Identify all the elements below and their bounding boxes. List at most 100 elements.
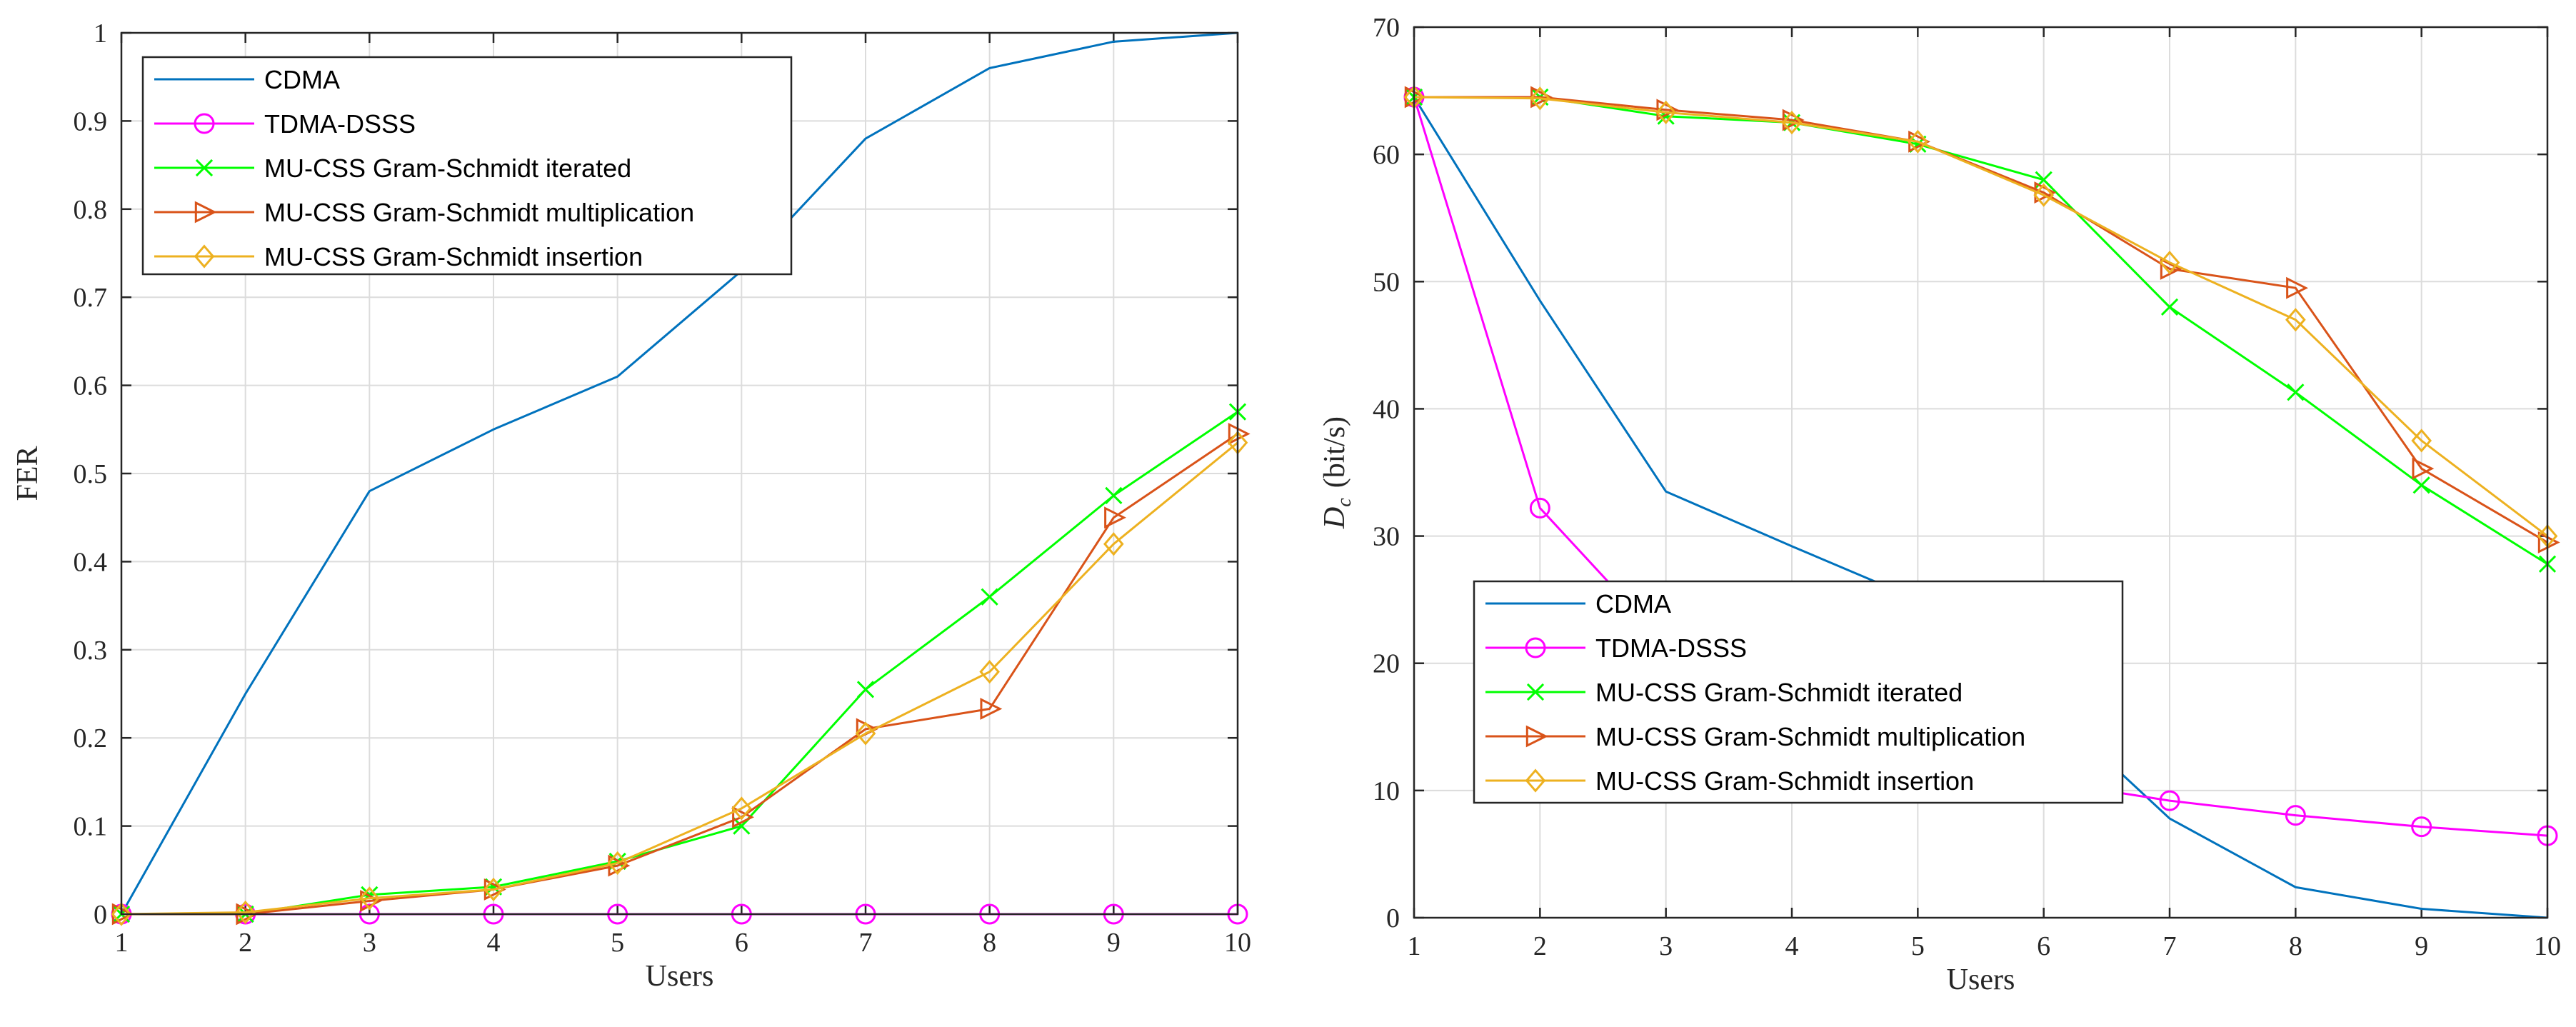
throughput-y-tick-label: 70: [1373, 13, 1400, 43]
throughput-data-point-mu-css-gram-schmidt-multiplication: [1782, 109, 1805, 131]
throughput-legend-marker-mu-css-gram-schmidt-multiplication: [1525, 725, 1548, 748]
throughput-data-point-mu-css-gram-schmidt-insertion: [1529, 86, 1550, 111]
throughput-data-point-tdma-dsss: [1529, 497, 1550, 518]
fer-series-line-mu-css-gram-schmidt-multiplication: [121, 433, 1238, 916]
throughput-data-point-mu-css-gram-schmidt-multiplication: [2286, 276, 2308, 299]
throughput-data-point-mu-css-gram-schmidt-iterated: [2412, 476, 2430, 494]
throughput-data-point-tdma-dsss: [2411, 816, 2432, 838]
fer-data-point-mu-css-gram-schmidt-insertion: [111, 902, 132, 926]
throughput-y-axis-label: Dc (bit/s): [1318, 416, 1355, 529]
throughput-legend-label-mu-css-gram-schmidt-multiplication: MU-CSS Gram-Schmidt multiplication: [1595, 722, 2025, 751]
fer-x-tick-label: 5: [611, 928, 624, 958]
throughput-legend-label-mu-css-gram-schmidt-iterated: MU-CSS Gram-Schmidt iterated: [1595, 678, 1963, 707]
throughput-axes-frame: [1413, 26, 2549, 919]
fer-y-tick-label: 0.3: [74, 636, 108, 666]
fer-legend-label-mu-css-gram-schmidt-iterated: MU-CSS Gram-Schmidt iterated: [264, 154, 631, 183]
fer-y-tick-label: 1: [94, 19, 107, 49]
fer-legend-label-tdma-dsss: TDMA-DSSS: [264, 109, 416, 139]
throughput-y-axis-label-subscript: c: [1333, 498, 1355, 507]
fer-x-tick-label: 9: [1107, 928, 1121, 958]
fer-legend-marker-tdma-dsss: [194, 113, 215, 134]
throughput-x-tick-label: 5: [1911, 931, 1925, 961]
fer-y-tick-label: 0.2: [74, 723, 108, 753]
throughput-legend-label-tdma-dsss: TDMA-DSSS: [1595, 633, 1747, 663]
throughput-series-line-mu-css-gram-schmidt-insertion: [1413, 96, 2548, 537]
fer-x-tick-label: 10: [1224, 928, 1251, 958]
fer-legend-label-cdma: CDMA: [264, 65, 340, 94]
fer-legend-marker-mu-css-gram-schmidt-multiplication: [194, 201, 217, 224]
throughput-data-point-mu-css-gram-schmidt-multiplication: [1656, 99, 1679, 121]
fer-data-point-mu-css-gram-schmidt-insertion: [855, 721, 876, 746]
throughput-x-tick-label: 6: [2037, 931, 2050, 961]
fer-legend-marker-mu-css-gram-schmidt-insertion: [194, 244, 215, 269]
fer-data-point-mu-css-gram-schmidt-multiplication: [732, 806, 754, 828]
throughput-y-tick-label: 50: [1373, 267, 1400, 297]
fer-y-tick-label: 0.9: [74, 106, 108, 136]
fer-x-tick-label: 1: [115, 928, 129, 958]
throughput-x-tick-label: 2: [1533, 931, 1547, 961]
throughput-legend-marker-mu-css-gram-schmidt-iterated: [1526, 683, 1545, 701]
fer-y-tick-label: 0.5: [74, 459, 108, 489]
fer-y-tick-label: 0: [94, 900, 107, 930]
throughput-legend-marker-mu-css-gram-schmidt-insertion: [1525, 768, 1546, 793]
fer-data-point-mu-css-gram-schmidt-insertion: [731, 796, 752, 821]
throughput-y-tick-label: 60: [1373, 140, 1400, 170]
throughput-y-tick-label: 20: [1373, 649, 1400, 679]
fer-x-tick-label: 8: [983, 928, 996, 958]
throughput-x-tick-label: 4: [1785, 931, 1799, 961]
throughput-legend-marker-tdma-dsss: [1525, 637, 1546, 658]
fer-y-tick-label: 0.7: [74, 283, 108, 313]
fer-legend-label-mu-css-gram-schmidt-insertion: MU-CSS Gram-Schmidt insertion: [264, 242, 643, 271]
fer-data-point-mu-css-gram-schmidt-iterated: [856, 681, 875, 698]
throughput-y-tick-label: 30: [1373, 522, 1400, 552]
fer-y-tick-label: 0.4: [74, 547, 108, 577]
throughput-y-tick-label: 40: [1373, 394, 1400, 424]
fer-x-tick-label: 6: [735, 928, 748, 958]
fer-series-line-mu-css-gram-schmidt-iterated: [121, 411, 1238, 916]
throughput-data-point-mu-css-gram-schmidt-multiplication: [2412, 457, 2435, 480]
throughput-x-axis-label: Users: [1947, 963, 2015, 996]
throughput-y-tick-label: 0: [1386, 903, 1400, 933]
throughput-chart: 1 2 3 4 5 6 7 8 9 10 0 10 20 30 40 50 60 70 Users Dc (bit/s)…: [1318, 13, 2561, 996]
fer-chart: 1 2 3 4 5 6 7 8 9 10 0 0.1 0.2 0.3 0.4 0.5 0.6 0.7 0.8 0.9 1…: [11, 19, 1251, 993]
throughput-data-point-mu-css-gram-schmidt-insertion: [2033, 183, 2055, 207]
fer-data-point-mu-css-gram-schmidt-insertion: [359, 886, 380, 911]
throughput-legend: CDMA TDMA-DSSS MU-CSS Gram-Schmidt iterate…: [1473, 580, 2124, 804]
fer-data-point-mu-css-gram-schmidt-multiplication: [360, 890, 382, 912]
fer-data-point-mu-css-gram-schmidt-insertion: [979, 660, 1001, 684]
fer-x-tick-label: 7: [859, 928, 873, 958]
throughput-data-point-mu-css-gram-schmidt-iterated: [2287, 384, 2305, 401]
fer-y-tick-label: 0.1: [74, 812, 108, 842]
fer-y-axis-label: FER: [11, 446, 44, 501]
throughput-y-axis-label-symbol: D: [1318, 507, 1351, 529]
throughput-data-point-mu-css-gram-schmidt-insertion: [1781, 111, 1803, 135]
throughput-series-line-mu-css-gram-schmidt-iterated: [1414, 96, 2548, 566]
fer-y-tick-label: 0.6: [74, 371, 108, 401]
fer-data-point-mu-css-gram-schmidt-insertion: [235, 900, 256, 925]
throughput-data-point-mu-css-gram-schmidt-insertion: [2159, 250, 2180, 275]
throughput-y-axis-label-unit: (bit/s): [1318, 416, 1351, 488]
fer-legend-box: [141, 56, 793, 276]
throughput-x-tick-label: 3: [1659, 931, 1673, 961]
fer-legend: CDMA TDMA-DSSS MU-CSS Gram-Schmidt iterate…: [141, 56, 793, 276]
fer-data-point-mu-css-gram-schmidt-iterated: [1105, 486, 1123, 504]
throughput-data-point-mu-css-gram-schmidt-insertion: [2411, 429, 2432, 453]
fer-series-line-mu-css-gram-schmidt-insertion: [121, 441, 1238, 916]
throughput-data-point-mu-css-gram-schmidt-iterated: [2160, 298, 2179, 316]
throughput-x-tick-label: 8: [2289, 931, 2302, 961]
fer-data-point-mu-css-gram-schmidt-iterated: [981, 588, 998, 606]
fer-data-point-mu-css-gram-schmidt-multiplication: [980, 698, 1003, 720]
fer-data-point-mu-css-gram-schmidt-multiplication: [1104, 506, 1126, 529]
fer-x-tick-label: 2: [239, 928, 252, 958]
fer-legend-marker-mu-css-gram-schmidt-iterated: [195, 159, 214, 177]
fer-legend-label-mu-css-gram-schmidt-multiplication: MU-CSS Gram-Schmidt multiplication: [264, 198, 694, 227]
throughput-x-tick-label: 1: [1408, 931, 1421, 961]
throughput-data-point-tdma-dsss: [2285, 805, 2306, 826]
throughput-data-point-tdma-dsss: [2159, 790, 2180, 811]
fer-x-tick-label: 4: [487, 928, 501, 958]
throughput-x-tick-label: 9: [2415, 931, 2428, 961]
throughput-data-point-mu-css-gram-schmidt-insertion: [1655, 100, 1677, 124]
fer-data-point-mu-css-gram-schmidt-multiplication: [1228, 423, 1251, 445]
throughput-y-tick-label: 10: [1373, 776, 1400, 806]
